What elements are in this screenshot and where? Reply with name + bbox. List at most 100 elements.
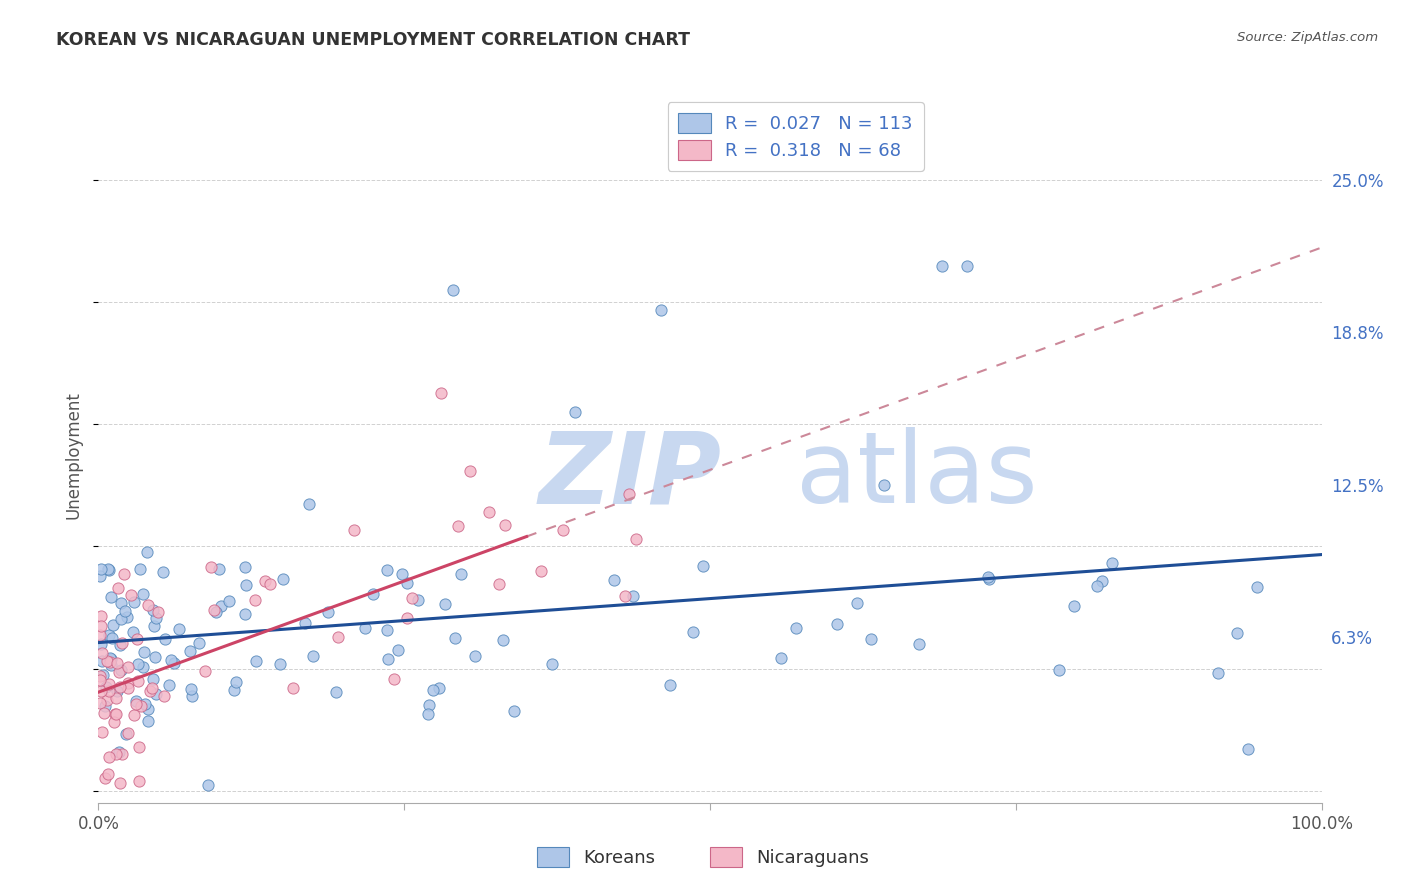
Point bbox=[90, 683, 112, 698]
Point bbox=[124, 694, 146, 708]
Point bbox=[391, 566, 413, 581]
Point bbox=[1101, 556, 1123, 570]
Point bbox=[464, 649, 486, 664]
Point bbox=[129, 562, 152, 576]
Point bbox=[97, 627, 120, 641]
Point bbox=[354, 621, 377, 635]
Point bbox=[91, 654, 114, 668]
Point bbox=[396, 610, 419, 624]
Point bbox=[93, 698, 115, 713]
Point bbox=[139, 684, 162, 698]
Point bbox=[145, 687, 167, 701]
Point bbox=[1226, 625, 1249, 640]
Point bbox=[387, 643, 409, 657]
Point bbox=[127, 632, 149, 647]
Point bbox=[89, 628, 111, 642]
Point bbox=[122, 625, 145, 640]
Legend: Koreans, Nicaraguans: Koreans, Nicaraguans bbox=[529, 839, 877, 874]
Point bbox=[110, 680, 132, 694]
Point bbox=[135, 544, 157, 558]
Point bbox=[100, 590, 122, 604]
Point bbox=[494, 517, 516, 532]
Y-axis label: Unemployment: Unemployment bbox=[65, 391, 83, 519]
Point bbox=[98, 677, 121, 691]
Point bbox=[488, 577, 510, 591]
Point bbox=[281, 681, 304, 695]
Point bbox=[384, 672, 406, 686]
Point bbox=[134, 697, 156, 711]
Point bbox=[101, 632, 124, 646]
Point bbox=[138, 714, 160, 728]
Point bbox=[108, 745, 131, 759]
Point bbox=[112, 566, 135, 581]
Point bbox=[427, 681, 450, 695]
Point bbox=[659, 678, 682, 692]
Point bbox=[692, 559, 714, 574]
Point bbox=[90, 619, 112, 633]
Point bbox=[873, 477, 896, 491]
Point bbox=[90, 561, 112, 575]
Point bbox=[115, 726, 138, 740]
Point bbox=[197, 778, 219, 792]
Point bbox=[859, 632, 882, 647]
Point bbox=[218, 593, 240, 607]
Point bbox=[325, 684, 347, 698]
Point bbox=[89, 696, 111, 710]
Point bbox=[503, 704, 526, 718]
Point bbox=[142, 603, 165, 617]
Point bbox=[148, 605, 170, 619]
Point bbox=[316, 605, 339, 619]
Point bbox=[977, 570, 1000, 584]
Point bbox=[478, 505, 501, 519]
Point bbox=[141, 681, 163, 696]
Point bbox=[458, 464, 481, 478]
Point bbox=[111, 747, 134, 762]
Point bbox=[167, 622, 190, 636]
Point bbox=[401, 591, 423, 606]
Point bbox=[142, 672, 165, 686]
Point bbox=[117, 660, 139, 674]
Point bbox=[96, 693, 118, 707]
Point bbox=[108, 665, 131, 679]
Point bbox=[160, 653, 183, 667]
Point bbox=[624, 533, 647, 547]
Point bbox=[125, 697, 148, 711]
Point bbox=[209, 599, 232, 613]
Point bbox=[100, 652, 122, 666]
Point bbox=[785, 621, 807, 635]
Point bbox=[422, 683, 444, 698]
Point bbox=[96, 654, 118, 668]
Point bbox=[416, 707, 439, 722]
Point bbox=[93, 706, 115, 720]
Point bbox=[132, 587, 155, 601]
Point bbox=[202, 603, 225, 617]
Point bbox=[91, 725, 114, 739]
Point bbox=[245, 654, 267, 668]
Point bbox=[447, 518, 470, 533]
Point bbox=[105, 747, 128, 761]
Point bbox=[375, 623, 398, 637]
Point bbox=[107, 581, 129, 595]
Point bbox=[105, 706, 128, 721]
Point bbox=[132, 645, 155, 659]
Point bbox=[846, 596, 869, 610]
Point bbox=[90, 609, 112, 624]
Point bbox=[127, 673, 149, 688]
Point bbox=[441, 283, 464, 297]
Point bbox=[194, 664, 217, 678]
Point bbox=[271, 572, 294, 586]
Point bbox=[97, 563, 120, 577]
Point bbox=[450, 567, 472, 582]
Point bbox=[97, 684, 120, 698]
Point bbox=[97, 561, 120, 575]
Point bbox=[931, 259, 953, 273]
Point bbox=[114, 603, 136, 617]
Point bbox=[224, 682, 246, 697]
Point bbox=[377, 652, 399, 666]
Point bbox=[621, 589, 644, 603]
Point bbox=[131, 659, 153, 673]
Point bbox=[152, 565, 174, 579]
Point bbox=[444, 631, 467, 645]
Point bbox=[108, 776, 131, 790]
Text: KOREAN VS NICARAGUAN UNEMPLOYMENT CORRELATION CHART: KOREAN VS NICARAGUAN UNEMPLOYMENT CORREL… bbox=[56, 31, 690, 49]
